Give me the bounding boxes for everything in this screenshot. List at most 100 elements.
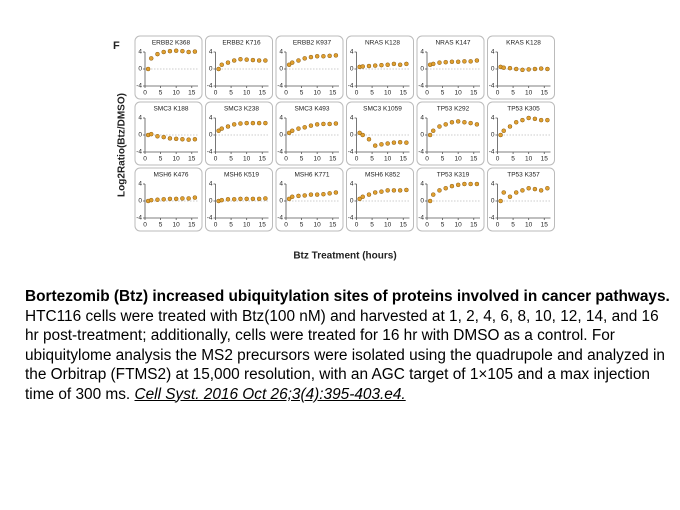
data-point: [161, 134, 166, 140]
x-tick-label: 10: [455, 90, 463, 97]
x-tick-label: 10: [173, 156, 181, 163]
data-point: [327, 53, 332, 59]
y-tick-label: 4: [420, 181, 424, 188]
data-point: [385, 62, 390, 67]
data-point: [532, 66, 538, 72]
panel-frame: [416, 101, 485, 166]
x-tick-label: 0: [355, 156, 359, 163]
data-point: [498, 132, 503, 138]
data-point: [192, 195, 198, 200]
caption: Bortezomib (Btz) increased ubiquitylatio…: [25, 287, 670, 404]
data-point: [526, 67, 531, 72]
x-tick-label: 5: [159, 90, 163, 97]
data-point: [238, 56, 243, 62]
data-point: [321, 121, 326, 127]
x-tick-label: 5: [300, 222, 304, 229]
data-point: [443, 186, 448, 191]
x-tick-label: 15: [329, 156, 337, 163]
y-tick-label: 4: [279, 115, 283, 122]
y-tick-label: -4: [207, 149, 213, 156]
data-point: [462, 59, 467, 64]
x-tick-label: 0: [143, 156, 147, 163]
y-tick-label: 4: [420, 115, 424, 122]
data-point: [372, 143, 378, 148]
data-point: [501, 65, 506, 70]
data-point: [244, 120, 249, 126]
panel-frame: [205, 35, 273, 100]
data-point: [321, 191, 326, 197]
data-point: [385, 141, 390, 146]
data-point: [474, 122, 480, 127]
data-point: [513, 66, 519, 72]
panel-title: TP53 K292: [437, 106, 470, 113]
x-tick-label: 5: [511, 156, 515, 163]
data-point: [427, 132, 433, 138]
panel-frame: [416, 35, 485, 100]
data-point: [289, 194, 295, 199]
data-point: [462, 120, 467, 125]
data-point: [296, 126, 301, 131]
data-point: [286, 196, 292, 202]
y-tick-label: -4: [207, 215, 213, 222]
data-point: [397, 139, 403, 145]
data-point: [397, 188, 403, 193]
data-point: [263, 120, 268, 126]
citation-link[interactable]: Cell Syst. 2016 Oct 26;3(4):395-403.e4.: [134, 385, 406, 403]
y-tick-label: -4: [348, 83, 354, 90]
x-tick-label: 10: [455, 222, 463, 229]
data-point: [455, 119, 461, 124]
y-tick-label: 4: [491, 181, 495, 188]
data-point: [404, 140, 409, 145]
data-point: [192, 49, 198, 54]
data-point: [545, 117, 550, 123]
y-tick-label: 0: [350, 198, 354, 205]
panel-title: TP53 K357: [507, 172, 540, 179]
data-point: [333, 190, 339, 195]
y-tick-label: 0: [491, 198, 495, 205]
data-point: [468, 120, 473, 126]
data-point: [186, 137, 191, 142]
panel-frame: [275, 35, 344, 100]
data-point: [455, 182, 461, 188]
data-point: [289, 128, 295, 133]
x-tick-label: 15: [470, 222, 478, 229]
data-point: [180, 137, 185, 142]
x-tick-label: 0: [496, 156, 500, 163]
x-tick-label: 10: [384, 90, 392, 97]
x-tick-label: 10: [314, 156, 322, 163]
data-point: [173, 196, 179, 202]
data-point: [286, 62, 292, 67]
x-tick-label: 0: [496, 222, 500, 229]
data-point: [391, 140, 397, 145]
x-tick-label: 5: [229, 222, 233, 229]
y-tick-label: -4: [418, 83, 424, 90]
data-point: [474, 58, 480, 63]
data-point: [507, 124, 513, 129]
data-point: [148, 56, 154, 61]
x-tick-label: 10: [314, 222, 322, 229]
x-tick-label: 5: [511, 222, 515, 229]
data-point: [455, 59, 461, 65]
x-tick-label: 15: [329, 222, 337, 229]
data-point: [263, 196, 268, 201]
x-tick-label: 15: [400, 156, 408, 163]
x-tick-label: 15: [259, 222, 267, 229]
data-point: [545, 66, 550, 72]
y-tick-label: 0: [279, 66, 283, 73]
data-point: [314, 54, 320, 59]
data-point: [430, 128, 436, 133]
data-point: [498, 198, 503, 204]
data-point: [437, 60, 442, 65]
data-point: [155, 197, 160, 202]
panel-frame: [134, 101, 203, 166]
data-point: [244, 196, 249, 202]
x-tick-label: 10: [173, 90, 181, 97]
data-point: [308, 192, 314, 197]
y-tick-label: 0: [209, 66, 213, 73]
y-tick-label: 0: [350, 66, 354, 73]
data-point: [372, 63, 378, 68]
x-tick-label: 0: [214, 90, 218, 97]
y-tick-label: 4: [491, 115, 495, 122]
data-point: [520, 117, 525, 123]
